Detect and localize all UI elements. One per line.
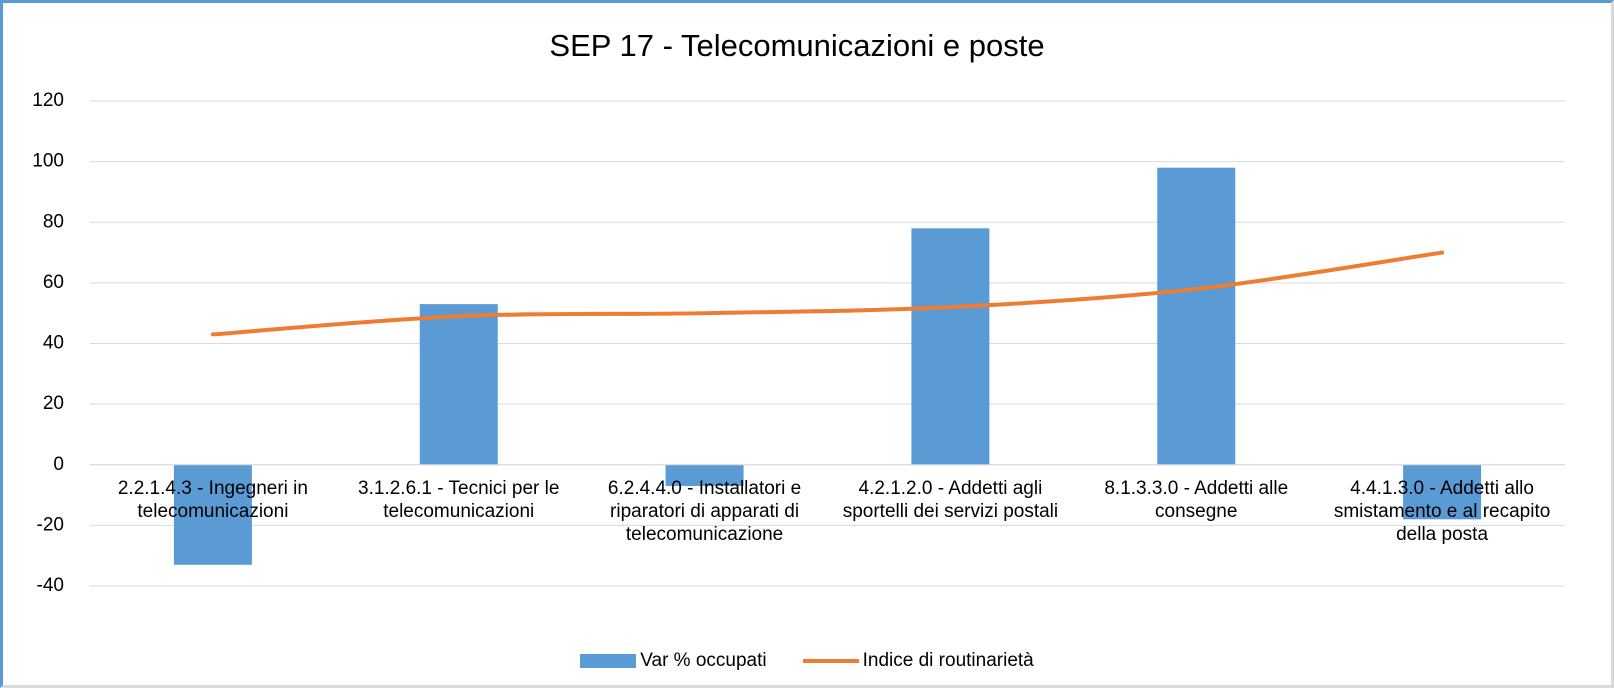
bar	[1403, 464, 1482, 520]
y-tick-label: 120	[32, 90, 64, 111]
y-tick-label: -20	[37, 514, 64, 535]
chart-title: SEP 17 - Telecomunicazioni e poste	[549, 28, 1044, 63]
bar	[665, 464, 744, 486]
x-tick-label: 4.2.1.2.0 - Addetti agli sportelli dei s…	[842, 477, 1059, 522]
legend: Var % occupati Indice di routinarietà	[0, 650, 1614, 672]
legend-item: Indice di routinarietà	[802, 650, 1034, 672]
x-tick-label: 6.2.4.4.0 - Installatori e riparatori di…	[607, 477, 802, 545]
y-tick-label: 100	[32, 151, 64, 172]
line	[210, 250, 1445, 337]
y-tick-label: 40	[43, 333, 64, 354]
bar	[911, 228, 990, 465]
x-tick-label: 2.2.1.4.3 - Ingegneri in telecomunicazio…	[117, 477, 308, 522]
x-tick-label: 8.1.3.3.0 - Addetti alle consegne	[1104, 477, 1289, 522]
y-tick-label: 60	[43, 272, 64, 293]
bar	[173, 464, 252, 565]
x-tick-label: 3.1.2.6.1 - Tecnici per le telecomunicaz…	[358, 477, 560, 522]
legend-label: Indice di routinarietà	[862, 650, 1034, 671]
y-tick-label: 20	[43, 393, 64, 414]
bar	[419, 304, 498, 465]
legend-swatch	[580, 654, 637, 668]
legend-label: Var % occupati	[640, 650, 767, 671]
x-tick-label: 4.4.1.3.0 - Addetti allo smistamento e a…	[1333, 477, 1551, 545]
y-tick-label: -40	[37, 575, 64, 596]
legend-swatch	[802, 659, 859, 663]
legend-item: Var % occupati	[580, 650, 767, 672]
y-tick-label: 0	[53, 454, 64, 475]
y-tick-label: 80	[43, 211, 64, 232]
bar	[1157, 167, 1236, 465]
